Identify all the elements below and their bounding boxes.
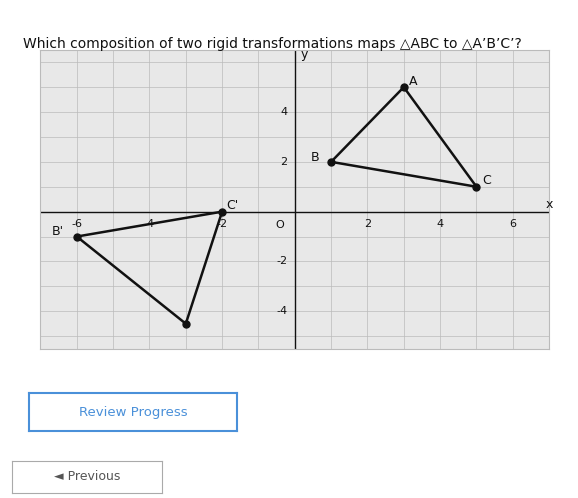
Text: -2: -2: [217, 219, 228, 229]
Text: Which composition of two rigid transformations maps △ABC to △A’B’C’?: Which composition of two rigid transform…: [23, 37, 522, 51]
Text: -4: -4: [276, 306, 287, 316]
Text: B: B: [311, 150, 320, 164]
Text: -2: -2: [276, 256, 287, 266]
Text: 2: 2: [280, 157, 287, 167]
Text: B': B': [51, 225, 64, 239]
Text: A: A: [409, 75, 418, 88]
Text: x: x: [546, 198, 553, 211]
Text: C: C: [482, 174, 491, 187]
Text: O: O: [275, 221, 284, 231]
Text: 6: 6: [509, 219, 516, 229]
Text: ◄ Previous: ◄ Previous: [54, 470, 120, 484]
Text: y: y: [300, 48, 307, 61]
Text: 4: 4: [436, 219, 444, 229]
Text: -4: -4: [144, 219, 155, 229]
Text: -6: -6: [71, 219, 82, 229]
Text: Review Progress: Review Progress: [79, 405, 187, 419]
Text: 2: 2: [364, 219, 371, 229]
Text: C': C': [226, 199, 238, 212]
Text: 4: 4: [280, 107, 287, 117]
